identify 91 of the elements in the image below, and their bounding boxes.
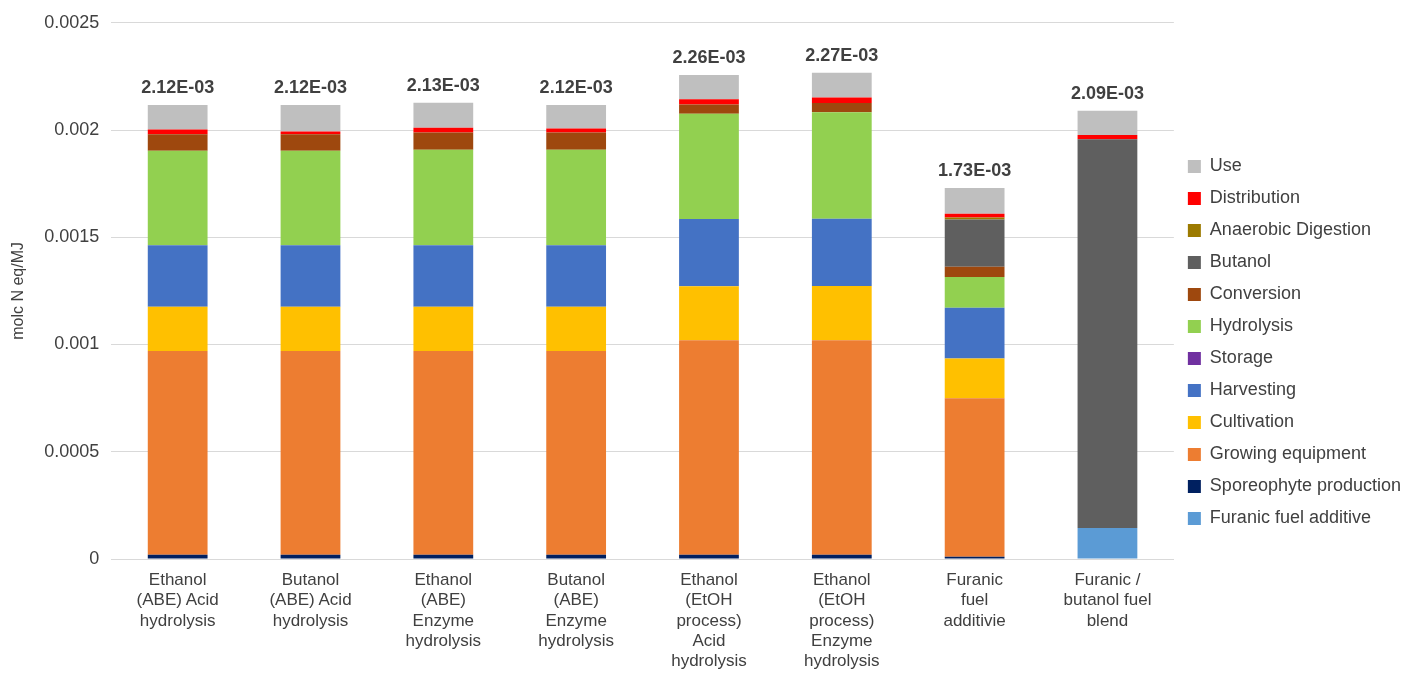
bar [280,306,341,351]
bar [811,218,872,286]
y-axis-title: molc N eq/MJ [9,242,27,340]
bar [413,102,474,128]
bar [811,112,872,219]
bar [679,554,739,559]
y-tick-label: 0.001 [54,333,100,354]
legend-label: Harvesting [1209,379,1296,400]
bar [1077,139,1138,528]
bar [546,245,607,307]
bar [944,266,1005,277]
bar [944,358,1005,399]
bar [280,245,341,307]
bar [546,554,607,559]
bar [413,245,474,307]
total-label: 2.09E-03 [1070,82,1144,103]
total-label: 2.13E-03 [406,74,480,95]
bar [413,554,474,559]
total-label: 2.12E-03 [539,76,613,97]
bar [679,104,739,114]
legend-label: Cultivation [1209,411,1294,432]
bar [944,307,1005,359]
bar [811,103,872,113]
bar [811,285,872,341]
bar [679,74,739,100]
bar [546,306,607,351]
legend-label: Growing equipment [1209,443,1366,464]
bar [147,134,208,151]
bar [811,97,872,104]
y-tick-label: 0.002 [54,119,100,140]
bar [546,350,607,555]
x-tick-label: Butanol (ABE) Acid hydrolysis [269,569,352,630]
x-tick-label: Furanic fuel additivie [943,569,1006,630]
legend-label: Furanic fuel additive [1209,507,1371,528]
bar [546,104,607,129]
bar [147,350,208,555]
legend-label: Hydrolysis [1209,315,1293,336]
bar [1077,134,1138,140]
bar [280,554,341,559]
total-label: 2.27E-03 [805,44,879,65]
bar [944,398,1005,557]
bar [679,99,739,105]
x-tick-label: Furanic / butanol fuel blend [1063,569,1152,630]
bar [944,219,1005,267]
bar [1077,110,1138,135]
bar [147,245,208,307]
y-tick-label: 0.0025 [44,11,100,32]
bar [811,72,872,98]
y-tick-label: 0.0015 [44,226,100,247]
bar [147,150,208,246]
legend-label: Storage [1209,347,1273,368]
bar [413,149,474,246]
x-tick-label: Ethanol (ABE) Acid hydrolysis [136,569,219,630]
bar [280,104,341,132]
legend-label: Anaerobic Digestion [1209,219,1371,240]
bar [679,113,739,220]
bar [147,554,208,559]
bar [147,306,208,351]
bar [546,149,607,246]
total-label: 2.26E-03 [672,46,746,67]
y-tick-label: 0 [89,547,100,568]
bar [280,134,341,151]
bar [944,213,1005,218]
total-label: 2.12E-03 [273,76,348,97]
bar [413,306,474,351]
bar [413,132,474,150]
legend-label: Conversion [1209,283,1301,304]
bar [679,340,739,555]
bar [280,350,341,555]
bar [413,350,474,555]
bar [944,187,1005,214]
bar [280,150,341,246]
total-label: 1.73E-03 [938,159,1012,180]
bar [811,340,872,555]
bar [679,219,739,287]
legend-label: Sporeophyte production [1209,475,1401,496]
bar [679,286,739,341]
x-tick-label: Ethanol (ABE) Enzyme hydrolysis [405,569,482,651]
legend-label: Butanol [1209,251,1271,272]
total-label: 2.12E-03 [141,76,215,97]
y-tick-label: 0.0005 [44,440,100,461]
x-tick-label: Ethanol (EtOH process) Enzyme hydrolysis [804,569,880,671]
bar [811,554,872,559]
x-tick-label: Butanol (ABE) Enzyme hydrolysis [538,569,614,651]
bar [147,104,208,130]
bar [1077,527,1138,559]
bar [546,132,607,150]
x-tick-label: Ethanol (EtOH process) Acid hydrolysis [671,569,747,671]
legend-label: Use [1209,155,1242,176]
legend-label: Distribution [1209,187,1300,208]
bar [944,276,1005,308]
